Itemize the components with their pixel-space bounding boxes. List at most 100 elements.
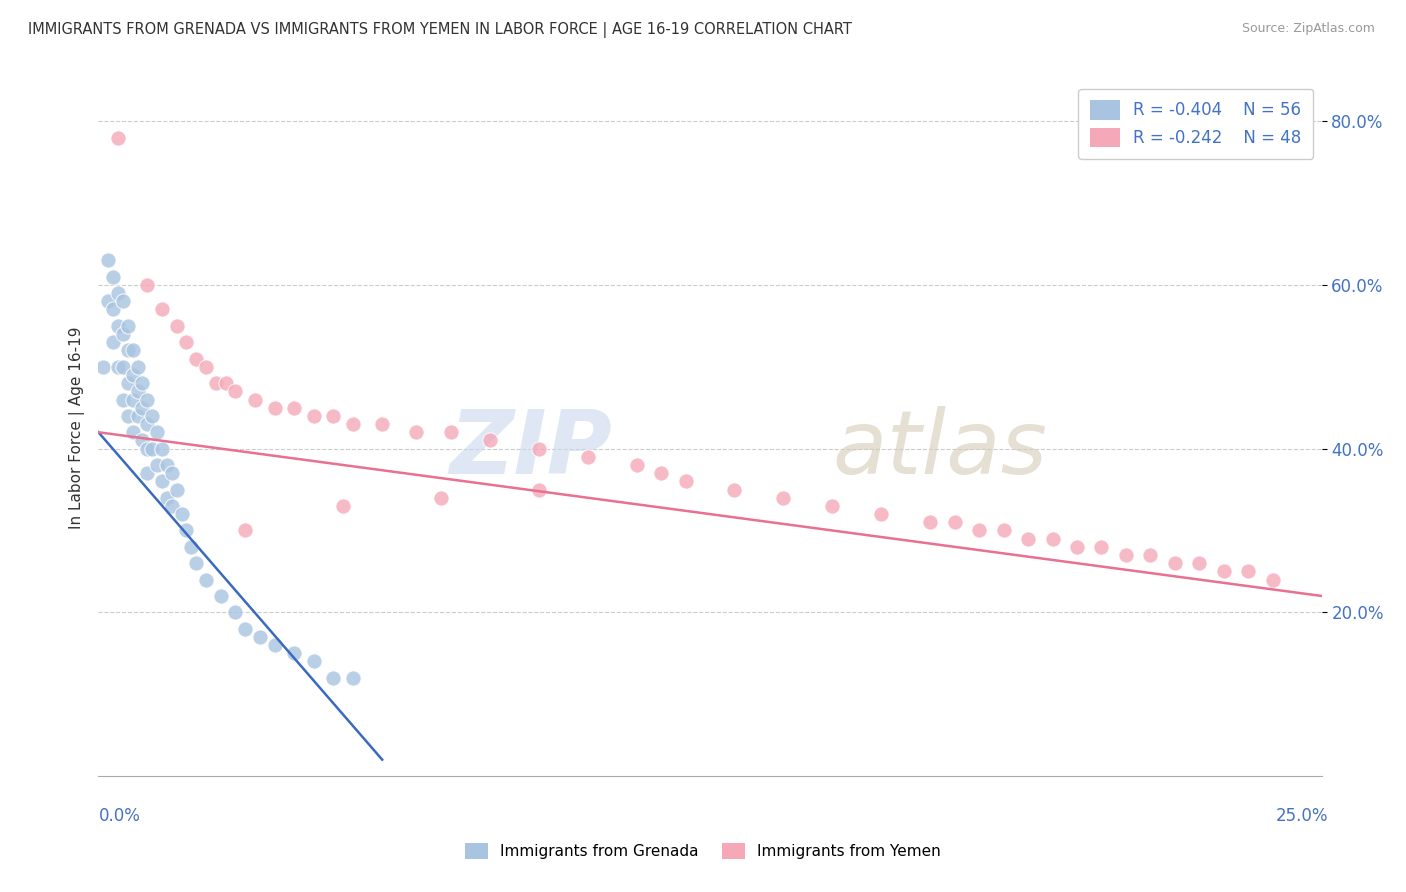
Point: [322, 671, 344, 685]
Point: [527, 442, 550, 456]
Point: [675, 475, 697, 489]
Point: [430, 491, 453, 505]
Point: [131, 376, 153, 391]
Point: [205, 376, 228, 391]
Point: [136, 466, 159, 480]
Point: [342, 417, 364, 431]
Point: [131, 401, 153, 415]
Point: [150, 475, 173, 489]
Point: [1115, 548, 1137, 562]
Point: [107, 318, 129, 333]
Point: [263, 401, 285, 415]
Point: [195, 573, 218, 587]
Point: [1139, 548, 1161, 562]
Point: [111, 326, 134, 341]
Point: [478, 434, 501, 448]
Point: [131, 434, 153, 448]
Point: [117, 409, 139, 423]
Point: [136, 417, 159, 431]
Point: [1090, 540, 1112, 554]
Point: [440, 425, 463, 440]
Point: [249, 630, 271, 644]
Point: [870, 507, 893, 521]
Point: [322, 409, 344, 423]
Text: IMMIGRANTS FROM GRENADA VS IMMIGRANTS FROM YEMEN IN LABOR FORCE | AGE 16-19 CORR: IMMIGRANTS FROM GRENADA VS IMMIGRANTS FR…: [28, 22, 852, 38]
Point: [136, 277, 159, 292]
Point: [141, 409, 163, 423]
Point: [111, 359, 134, 374]
Point: [111, 392, 134, 407]
Point: [371, 417, 394, 431]
Point: [1261, 573, 1284, 587]
Point: [967, 524, 990, 538]
Point: [224, 384, 246, 399]
Point: [156, 491, 179, 505]
Point: [176, 524, 198, 538]
Text: atlas: atlas: [832, 406, 1047, 492]
Point: [1237, 565, 1260, 579]
Point: [91, 359, 114, 374]
Point: [233, 622, 256, 636]
Point: [117, 343, 139, 358]
Point: [626, 458, 648, 472]
Point: [180, 540, 202, 554]
Point: [136, 442, 159, 456]
Point: [302, 655, 325, 669]
Text: 0.0%: 0.0%: [98, 807, 141, 825]
Point: [156, 458, 179, 472]
Point: [186, 351, 208, 366]
Point: [107, 130, 129, 145]
Point: [107, 286, 129, 301]
Point: [166, 318, 188, 333]
Point: [101, 302, 124, 317]
Point: [195, 359, 218, 374]
Point: [1212, 565, 1234, 579]
Legend: R = -0.404    N = 56, R = -0.242    N = 48: R = -0.404 N = 56, R = -0.242 N = 48: [1078, 88, 1313, 159]
Legend: Immigrants from Grenada, Immigrants from Yemen: Immigrants from Grenada, Immigrants from…: [457, 835, 949, 866]
Point: [117, 318, 139, 333]
Point: [405, 425, 427, 440]
Point: [1066, 540, 1088, 554]
Text: 25.0%: 25.0%: [1277, 807, 1329, 825]
Point: [1017, 532, 1039, 546]
Point: [723, 483, 745, 497]
Point: [772, 491, 794, 505]
Point: [121, 368, 143, 382]
Point: [146, 458, 169, 472]
Point: [214, 376, 236, 391]
Point: [527, 483, 550, 497]
Point: [650, 466, 672, 480]
Point: [127, 384, 149, 399]
Text: ZIP: ZIP: [450, 406, 612, 492]
Point: [283, 401, 305, 415]
Point: [146, 425, 169, 440]
Point: [263, 638, 285, 652]
Point: [127, 359, 149, 374]
Point: [121, 425, 143, 440]
Point: [150, 442, 173, 456]
Point: [342, 671, 364, 685]
Point: [920, 516, 942, 530]
Point: [101, 269, 124, 284]
Point: [1042, 532, 1064, 546]
Point: [332, 499, 354, 513]
Point: [166, 483, 188, 497]
Point: [160, 499, 183, 513]
Point: [186, 556, 208, 570]
Point: [176, 335, 198, 350]
Point: [117, 376, 139, 391]
Point: [233, 524, 256, 538]
Point: [160, 466, 183, 480]
Y-axis label: In Labor Force | Age 16-19: In Labor Force | Age 16-19: [69, 326, 84, 530]
Point: [141, 442, 163, 456]
Point: [243, 392, 266, 407]
Point: [209, 589, 232, 603]
Point: [224, 605, 246, 619]
Point: [170, 507, 193, 521]
Point: [136, 392, 159, 407]
Point: [302, 409, 325, 423]
Point: [97, 294, 120, 309]
Point: [821, 499, 844, 513]
Point: [101, 335, 124, 350]
Point: [943, 516, 966, 530]
